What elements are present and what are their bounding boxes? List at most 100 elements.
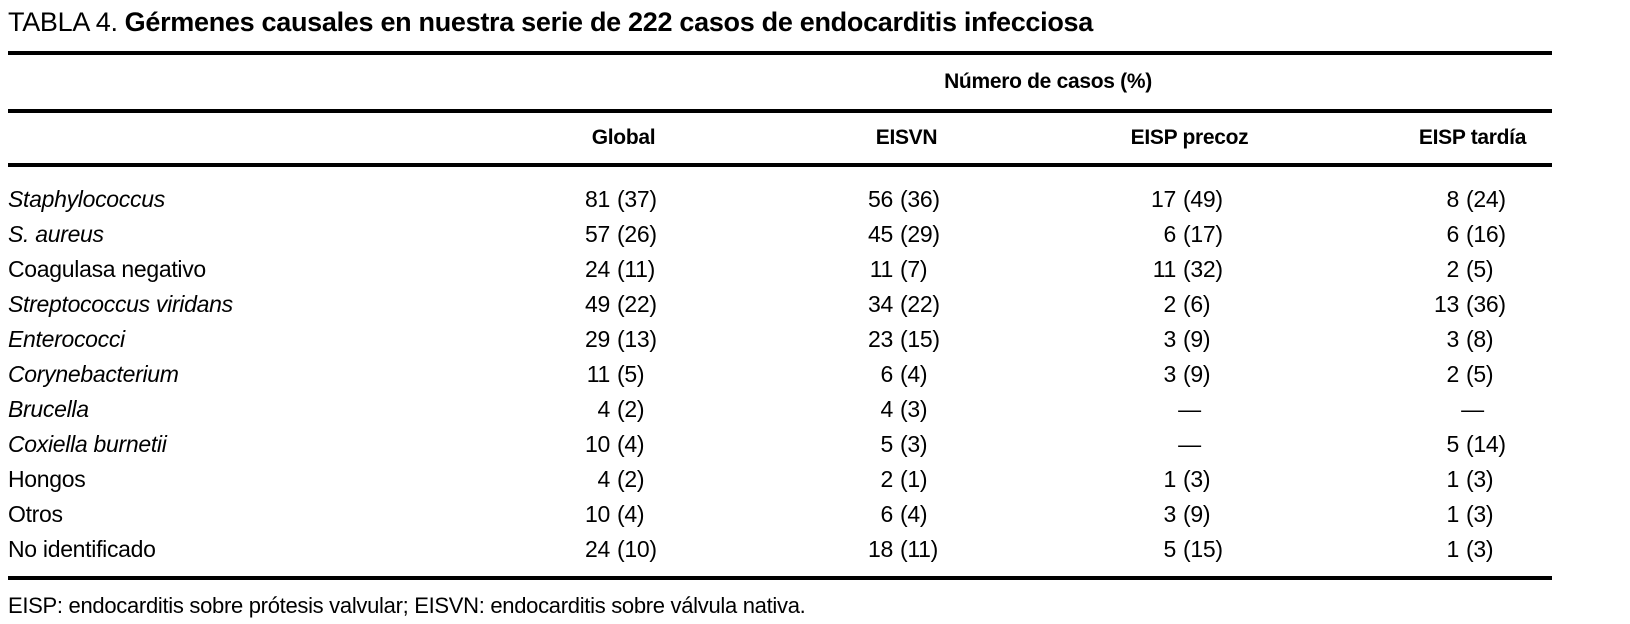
data-cell: 4 (2): [468, 396, 751, 423]
row-label: Brucella: [8, 396, 89, 422]
data-cell: 6 (4): [751, 361, 1034, 388]
data-cell: 81 (37): [468, 186, 751, 213]
percent-value: (2): [617, 396, 645, 422]
count-value: 18: [868, 536, 893, 562]
horizontal-rule-under-spanning-header: [8, 109, 1552, 113]
data-cell: 49 (22): [468, 291, 751, 318]
percent-value: (5): [1466, 256, 1494, 282]
column-header-global: Global: [591, 126, 656, 149]
count-value: 81: [585, 186, 610, 212]
data-cell: 3 (9): [1034, 361, 1317, 388]
count-value: 13: [1434, 291, 1459, 317]
percent-value: (4): [900, 361, 928, 387]
count-value: 10: [585, 431, 610, 457]
horizontal-rule-top: [8, 51, 1552, 55]
percent-value: (10): [617, 536, 657, 562]
percent-value: (8): [1466, 326, 1494, 352]
data-cell: 5 (14): [1317, 431, 1600, 458]
data-cell: 11 (32): [1034, 256, 1317, 283]
count-value: 49: [585, 291, 610, 317]
data-cell: 2 (1): [751, 466, 1034, 493]
percent-value: (6): [1183, 291, 1211, 317]
percent-value: (5): [1466, 361, 1494, 387]
count-value: 1: [1163, 466, 1177, 492]
data-cell: 1 (3): [1317, 536, 1600, 563]
percent-value: (24): [1466, 186, 1506, 212]
count-value: 23: [868, 326, 893, 352]
data-cell: 3 (9): [1034, 501, 1317, 528]
percent-value: (13): [617, 326, 657, 352]
data-cell: 18 (11): [751, 536, 1034, 563]
data-cell: 17 (49): [1034, 186, 1317, 213]
percent-value: (22): [900, 291, 940, 317]
row-label: Otros: [8, 501, 63, 527]
count-value: 2: [1446, 256, 1460, 282]
percent-value: (16): [1466, 221, 1506, 247]
count-value: 24: [585, 256, 610, 282]
empty-dash: —: [1178, 431, 1201, 457]
table-row: Coagulasa negativo 24 (11) 11 (7) 11 (32) 2 (5): [8, 252, 1622, 287]
count-value: 8: [1446, 186, 1460, 212]
percent-value: (7): [900, 256, 928, 282]
percent-value: (36): [900, 186, 940, 212]
percent-value: (4): [617, 501, 645, 527]
count-value: 11: [1152, 256, 1177, 282]
count-value: 1: [1446, 466, 1460, 492]
data-cell: 1 (3): [1034, 466, 1317, 493]
percent-value: (9): [1183, 326, 1211, 352]
count-value: 4: [597, 396, 611, 422]
count-value: 24: [585, 536, 610, 562]
count-value: 5: [880, 431, 894, 457]
data-cell: 5 (3): [751, 431, 1034, 458]
table-row: Staphylococcus 81 (37) 56 (36) 17 (49) 8 (24): [8, 182, 1622, 217]
table-row: S. aureus 57 (26) 45 (29) 6 (17) 6 (16): [8, 217, 1622, 252]
data-cell: 10 (4): [468, 501, 751, 528]
count-value: 3: [1446, 326, 1460, 352]
percent-value: (11): [900, 536, 938, 562]
data-cell: 13 (36): [1317, 291, 1600, 318]
count-value: 29: [585, 326, 610, 352]
table-row: Hongos 4 (2) 2 (1) 1 (3) 1 (3): [8, 462, 1622, 497]
data-cell: —: [1317, 396, 1600, 423]
data-cell: 24 (10): [468, 536, 751, 563]
count-value: 3: [1163, 501, 1177, 527]
count-value: 3: [1163, 326, 1177, 352]
column-header-row: Global EISVN EISP precoz EISP tardía: [8, 113, 1622, 163]
spanning-header: Número de casos (%): [944, 70, 1152, 93]
percent-value: (26): [617, 221, 657, 247]
spanning-header-row: Número de casos (%): [8, 55, 1622, 109]
data-cell: 6 (17): [1034, 221, 1317, 248]
data-cell: 56 (36): [751, 186, 1034, 213]
data-cell: 6 (4): [751, 501, 1034, 528]
percent-value: (3): [1466, 501, 1494, 527]
percent-value: (3): [1466, 536, 1494, 562]
table-row: Streptococcus viridans 49 (22) 34 (22) 2 (6) 13…: [8, 287, 1622, 322]
data-cell: 1 (3): [1317, 466, 1600, 493]
row-label: Streptococcus viridans: [8, 291, 233, 317]
data-cell: 57 (26): [468, 221, 751, 248]
count-value: 2: [880, 466, 894, 492]
count-value: 10: [585, 501, 610, 527]
count-value: 17: [1151, 186, 1176, 212]
data-cell: 2 (6): [1034, 291, 1317, 318]
data-cell: —: [1034, 431, 1317, 458]
percent-value: (29): [900, 221, 940, 247]
empty-dash: —: [1461, 396, 1484, 422]
data-cell: 10 (4): [468, 431, 751, 458]
data-cell: 29 (13): [468, 326, 751, 353]
percent-value: (3): [900, 431, 928, 457]
data-cell: 5 (15): [1034, 536, 1317, 563]
column-header-eisp-tardia: EISP tardía: [1418, 126, 1527, 149]
count-value: 4: [880, 396, 894, 422]
data-cell: 45 (29): [751, 221, 1034, 248]
table-row: Coxiella burnetii 10 (4) 5 (3) —5 (14): [8, 427, 1622, 462]
table-row: Enterococci 29 (13) 23 (15) 3 (9) 3 (8): [8, 322, 1622, 357]
table-caption: Gérmenes causales en nuestra serie de 22…: [124, 7, 1094, 37]
table-row: No identificado 24 (10) 18 (11) 5 (15) 1 (3): [8, 532, 1622, 567]
percent-value: (9): [1183, 501, 1211, 527]
percent-value: (49): [1183, 186, 1223, 212]
percent-value: (14): [1466, 431, 1506, 457]
column-header-eisp-precoz: EISP precoz: [1130, 126, 1249, 149]
count-value: 6: [1163, 221, 1177, 247]
